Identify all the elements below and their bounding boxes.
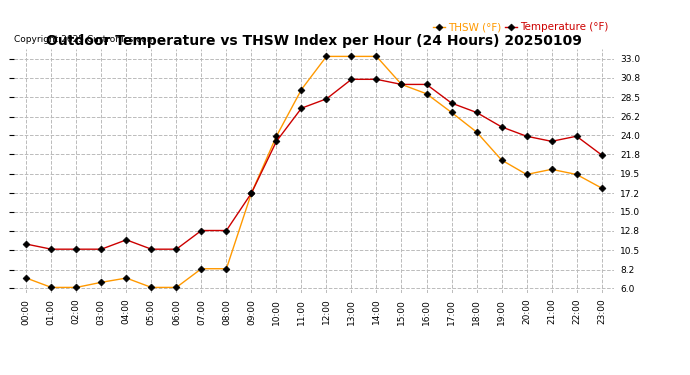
THSW (°F): [97, 280, 106, 285]
Temperature (°F): [522, 134, 531, 138]
Title: Outdoor Temperature vs THSW Index per Hour (24 Hours) 20250109: Outdoor Temperature vs THSW Index per Ho…: [46, 34, 582, 48]
THSW (°F): [297, 87, 306, 92]
THSW (°F): [547, 167, 555, 172]
THSW (°F): [573, 172, 581, 177]
THSW (°F): [497, 158, 506, 162]
Temperature (°F): [147, 247, 155, 251]
THSW (°F): [222, 267, 230, 271]
THSW (°F): [72, 285, 81, 290]
Temperature (°F): [122, 238, 130, 242]
THSW (°F): [473, 130, 481, 134]
THSW (°F): [247, 191, 255, 195]
Line: Temperature (°F): Temperature (°F): [24, 77, 604, 252]
THSW (°F): [422, 92, 431, 96]
Temperature (°F): [47, 247, 55, 251]
THSW (°F): [397, 82, 406, 87]
THSW (°F): [522, 172, 531, 177]
Temperature (°F): [97, 247, 106, 251]
Line: THSW (°F): THSW (°F): [24, 54, 604, 290]
THSW (°F): [347, 54, 355, 58]
Temperature (°F): [497, 124, 506, 129]
THSW (°F): [373, 54, 381, 58]
Temperature (°F): [598, 153, 606, 157]
THSW (°F): [172, 285, 181, 290]
Temperature (°F): [297, 106, 306, 111]
Temperature (°F): [222, 228, 230, 233]
Temperature (°F): [573, 134, 581, 138]
THSW (°F): [147, 285, 155, 290]
THSW (°F): [447, 110, 455, 115]
Temperature (°F): [273, 139, 281, 144]
THSW (°F): [598, 186, 606, 190]
Temperature (°F): [373, 77, 381, 82]
THSW (°F): [322, 54, 331, 58]
Temperature (°F): [197, 228, 206, 233]
THSW (°F): [273, 134, 281, 138]
Temperature (°F): [247, 191, 255, 195]
Temperature (°F): [473, 110, 481, 115]
Legend: THSW (°F), Temperature (°F): THSW (°F), Temperature (°F): [433, 22, 609, 32]
Temperature (°F): [322, 97, 331, 101]
Temperature (°F): [22, 242, 30, 246]
Temperature (°F): [447, 101, 455, 105]
Temperature (°F): [347, 77, 355, 82]
Temperature (°F): [547, 139, 555, 144]
THSW (°F): [122, 276, 130, 280]
THSW (°F): [22, 276, 30, 280]
THSW (°F): [47, 285, 55, 290]
THSW (°F): [197, 267, 206, 271]
Temperature (°F): [397, 82, 406, 87]
Text: Copyright 2025 Curtronics.com: Copyright 2025 Curtronics.com: [14, 35, 155, 44]
Temperature (°F): [172, 247, 181, 251]
Temperature (°F): [422, 82, 431, 87]
Temperature (°F): [72, 247, 81, 251]
